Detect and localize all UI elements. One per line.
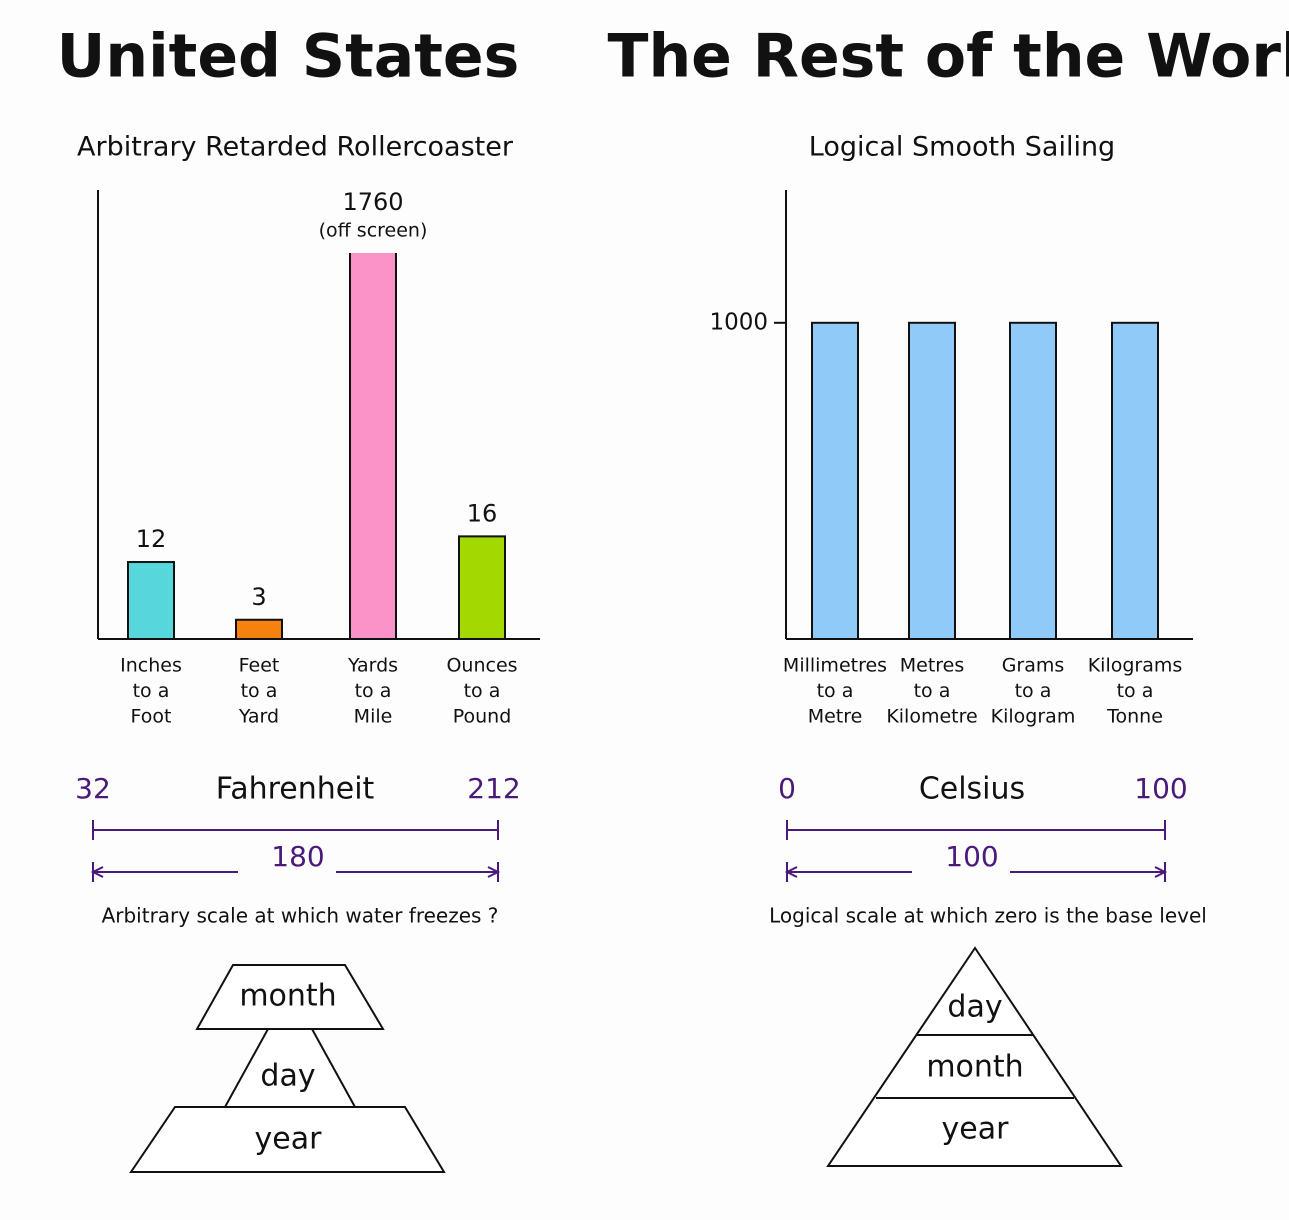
scale-end: 212 xyxy=(467,772,520,805)
chart-title: Logical Smooth Sailing xyxy=(809,132,1115,163)
x-tick-label: Inches xyxy=(120,655,182,677)
scale-name: Celsius xyxy=(919,772,1025,807)
value-label: 1760 xyxy=(342,188,403,216)
x-tick-label: Kilometre xyxy=(886,706,977,728)
pyramid-right xyxy=(826,946,1123,1167)
scale-lines xyxy=(784,820,1168,882)
scale-start: 32 xyxy=(75,772,111,805)
x-tick-label: Foot xyxy=(131,706,172,728)
value-label: 3 xyxy=(251,583,266,611)
scale-lines xyxy=(90,820,501,882)
scale-end: 100 xyxy=(1134,772,1187,805)
scale-span: 180 xyxy=(271,840,324,873)
x-tick-label: Kilograms xyxy=(1088,655,1183,677)
x-tick-label: Yard xyxy=(238,706,279,728)
arrow-head xyxy=(1154,866,1168,878)
x-tick-label: to a xyxy=(464,680,501,702)
pyramid-left xyxy=(129,964,446,1173)
x-tick-label: to a xyxy=(817,680,854,702)
chart-title: Arbitrary Retarded Rollercoaster xyxy=(77,132,514,163)
x-tick-label: Tonne xyxy=(1106,706,1163,728)
x-tick-label: Kilogram xyxy=(991,706,1076,728)
x-tick-label: Metre xyxy=(808,706,863,728)
scale-caption: Logical scale at which zero is the base … xyxy=(769,904,1207,928)
pyramid-label: day xyxy=(260,1059,315,1094)
x-tick-label: to a xyxy=(241,680,278,702)
pyramid-label: year xyxy=(255,1122,323,1157)
x-tick-label: Grams xyxy=(1002,655,1065,677)
bar xyxy=(811,321,859,640)
bar xyxy=(1009,321,1057,640)
x-tick-label: Mile xyxy=(354,706,393,728)
pyramid-label: month xyxy=(239,979,336,1014)
pyramid-label: day xyxy=(947,990,1002,1025)
x-tick-label: Feet xyxy=(239,655,280,677)
arrow-head xyxy=(784,866,798,878)
arrow-head xyxy=(487,866,501,878)
x-tick-label: to a xyxy=(1117,680,1154,702)
arrow-head xyxy=(90,866,104,878)
bar xyxy=(235,618,283,640)
bar xyxy=(1111,321,1159,640)
x-tick-label: to a xyxy=(914,680,951,702)
bar xyxy=(349,253,397,640)
header: The Rest of the World xyxy=(608,22,1289,92)
scale-start: 0 xyxy=(778,772,796,805)
pyramid-label: month xyxy=(926,1050,1023,1085)
x-tick-label: Metres xyxy=(900,655,965,677)
bar xyxy=(908,321,956,640)
x-tick-label: to a xyxy=(1015,680,1052,702)
scale-span: 100 xyxy=(945,840,998,873)
bar xyxy=(127,561,175,640)
value-label: 16 xyxy=(467,499,498,527)
y-tick-label: 1000 xyxy=(709,309,768,335)
x-tick-label: to a xyxy=(133,680,170,702)
x-tick-label: Pound xyxy=(453,706,512,728)
annotation: (off screen) xyxy=(319,220,428,242)
pyramid-label: year xyxy=(942,1112,1010,1147)
value-label: 12 xyxy=(136,525,167,553)
x-tick-label: Ounces xyxy=(446,655,517,677)
header: United States xyxy=(57,22,520,92)
scale-caption: Arbitrary scale at which water freezes ? xyxy=(102,904,499,928)
scale-name: Fahrenheit xyxy=(216,772,375,807)
bar xyxy=(458,535,506,640)
x-tick-label: Yards xyxy=(347,655,398,677)
x-tick-label: to a xyxy=(355,680,392,702)
x-tick-label: Millimetres xyxy=(783,655,887,677)
